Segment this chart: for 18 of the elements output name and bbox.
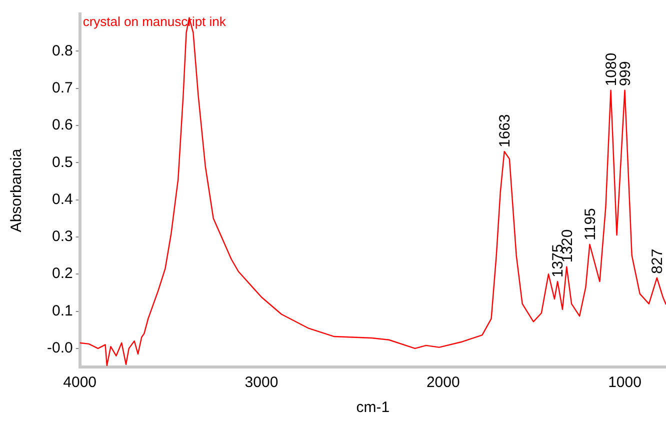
x-tick-label: 1000 xyxy=(608,374,642,392)
y-tick-label: 0.8 xyxy=(52,42,73,60)
y-tick-label: 0.4 xyxy=(52,190,73,208)
y-tick-label: 0.1 xyxy=(52,302,73,320)
x-axis-title: cm-1 xyxy=(356,399,390,416)
x-tick-label: 2000 xyxy=(426,374,460,392)
y-tick-label: 0.3 xyxy=(52,228,73,246)
y-tick-label: 0.2 xyxy=(52,265,73,282)
y-tick-label: 0.6 xyxy=(52,116,73,134)
y-tick-label: 0.5 xyxy=(52,154,73,171)
annotation: 827 xyxy=(649,248,666,274)
y-tick-label: -0.0 xyxy=(46,340,73,357)
y-axis-title: Absorbancia xyxy=(8,148,26,232)
y-tick-label: 0.7 xyxy=(52,79,73,96)
annotation: 1663 xyxy=(496,114,514,148)
x-tick-label: 4000 xyxy=(63,374,97,392)
x-tick-label: 3000 xyxy=(244,374,278,392)
annotation: 1195 xyxy=(582,208,599,240)
